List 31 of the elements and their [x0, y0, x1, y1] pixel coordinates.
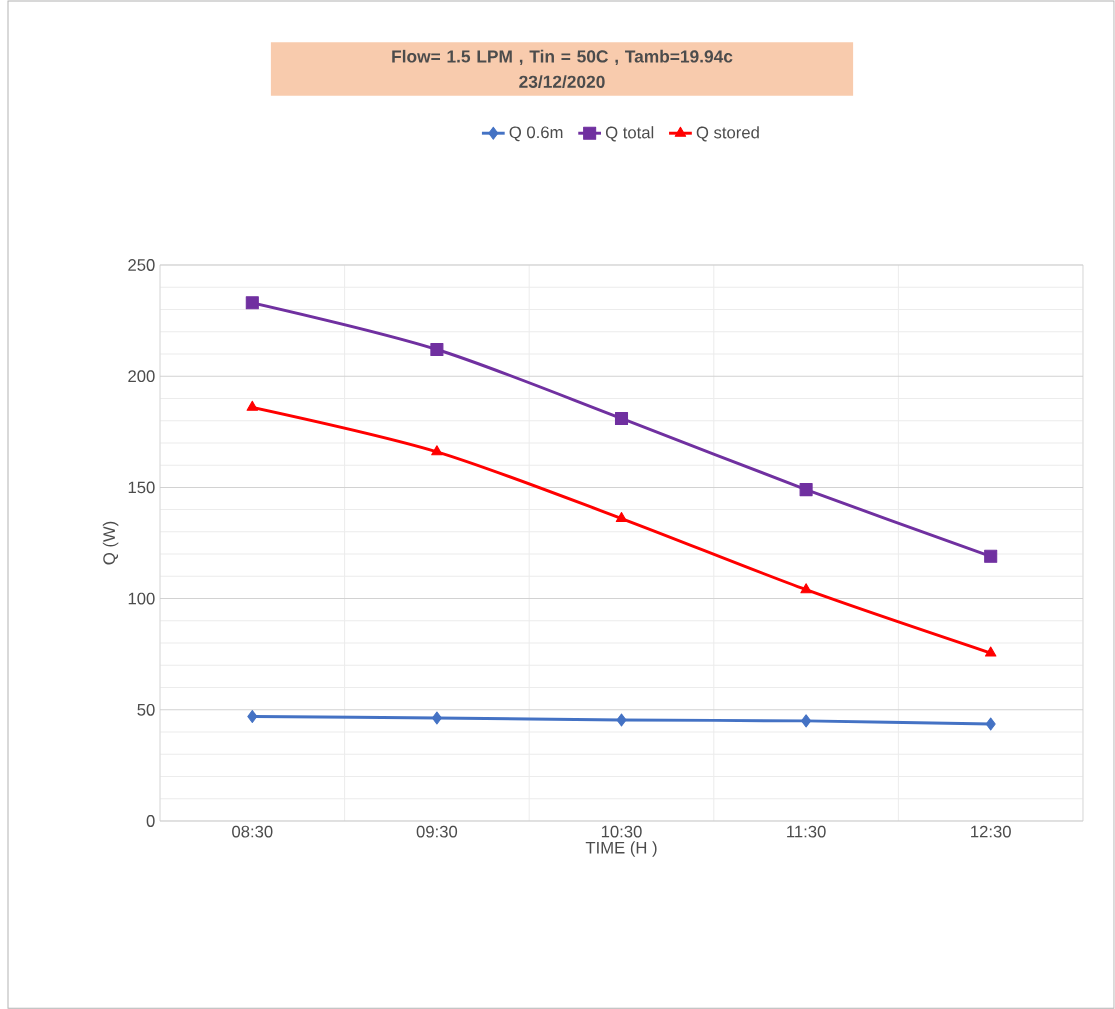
point — [245, 296, 259, 310]
point — [801, 714, 812, 728]
y-tick-label: 100 — [128, 592, 155, 605]
y-tick-label: 50 — [137, 703, 155, 716]
point — [616, 713, 627, 727]
y-tick-label: 250 — [128, 259, 155, 271]
point — [800, 583, 812, 594]
legend-label: Q total — [605, 126, 654, 142]
point — [247, 709, 258, 723]
point — [614, 411, 629, 425]
legend-label: Q stored — [696, 126, 759, 142]
x-tick-label: 11:30 — [787, 825, 826, 838]
y-tick-label: 150 — [128, 481, 155, 494]
point — [431, 445, 443, 456]
point — [430, 342, 444, 357]
y-tick-label: 200 — [128, 370, 155, 383]
point — [985, 717, 996, 731]
point — [984, 646, 997, 657]
point — [799, 483, 813, 497]
y-axis-title: Q (W) — [102, 521, 119, 565]
y-tick-label: 0 — [146, 815, 155, 827]
x-axis-title: TIME (H ) — [585, 841, 657, 857]
x-tick-label: 12:30 — [971, 825, 1011, 838]
point — [431, 711, 442, 725]
x-tick-label: 09:30 — [416, 825, 458, 838]
x-tick-label: 10:30 — [601, 825, 642, 838]
x-tick-label: 08:30 — [232, 825, 273, 838]
chart-title: Flow= 1.5 LPM , Tin = 50C , Tamb=19.94c 23/12/2020 — [392, 49, 733, 89]
legend-label: Q 0.6m — [509, 126, 563, 142]
point — [984, 549, 998, 563]
point — [246, 400, 259, 411]
